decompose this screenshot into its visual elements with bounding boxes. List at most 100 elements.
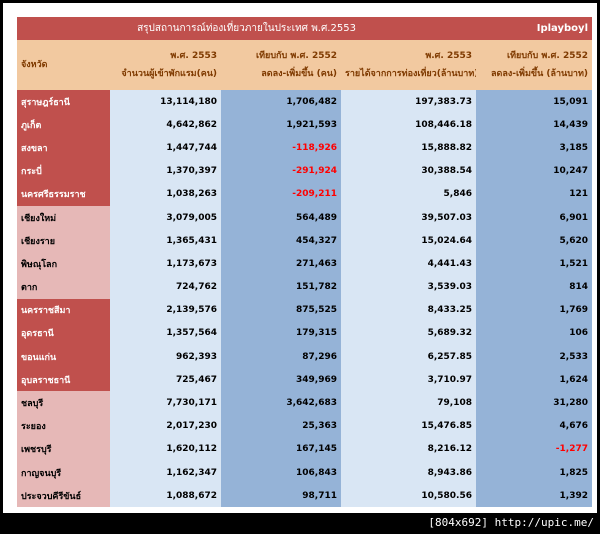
table-row: พิษณุโลก 1,173,673 271,463 4,441.43 1,521: [17, 252, 592, 276]
revenue-cell: 30,388.54: [341, 159, 476, 183]
table-row: เพชรบุรี 1,620,112 167,145 8,216.12 -1,277: [17, 437, 592, 461]
revenue-change-cell: 4,676: [476, 414, 592, 438]
visitors-change-cell: 349,969: [221, 368, 341, 392]
visitors-cell: 1,173,673: [110, 252, 221, 276]
visitors-change-cell: -291,924: [221, 159, 341, 183]
province-cell: ประจวบคีรีขันธ์: [17, 484, 110, 508]
revenue-change-cell: 1,769: [476, 298, 592, 322]
revenue-change-cell: 106: [476, 321, 592, 346]
province-cell: นครศรีธรรมราช: [17, 182, 110, 206]
header-row: จังหวัด พ.ศ. 2553 จำนวนผู้เข้าพักแรม(คน)…: [17, 40, 592, 90]
visitors-change-cell: 167,145: [221, 437, 341, 461]
revenue-change-cell: 14,439: [476, 113, 592, 137]
visitors-cell: 1,162,347: [110, 461, 221, 485]
table-row: ขอนแก่น 962,393 87,296 6,257.85 2,533: [17, 345, 592, 369]
table-row: เชียงใหม่ 3,079,005 564,489 39,507.03 6,901: [17, 205, 592, 230]
visitors-change-cell: 179,315: [221, 321, 341, 346]
visitors-cell: 2,017,230: [110, 414, 221, 438]
revenue-cell: 197,383.73: [341, 90, 476, 114]
visitors-change-cell: 271,463: [221, 252, 341, 276]
header-visitors-line2: จำนวนผู้เข้าพักแรม(คน): [121, 69, 217, 79]
visitors-cell: 1,365,431: [110, 229, 221, 253]
province-cell: ภูเก็ต: [17, 113, 110, 137]
footer-caption: [804x692] http://upic.me/: [428, 516, 594, 529]
table-row: สุราษฎร์ธานี 13,114,180 1,706,482 197,383.7…: [17, 90, 592, 114]
visitors-change-cell: 875,525: [221, 298, 341, 322]
revenue-change-cell: 814: [476, 275, 592, 299]
visitors-change-cell: -209,211: [221, 182, 341, 206]
revenue-cell: 4,441.43: [341, 252, 476, 276]
table-row: กระบี่ 1,370,397 -291,924 30,388.54 10,247: [17, 159, 592, 183]
header-revenue-line2: รายได้จากการท่องเที่ยว(ล้านบาท): [345, 69, 476, 79]
visitors-change-cell: 1,706,482: [221, 90, 341, 114]
revenue-cell: 15,024.64: [341, 229, 476, 253]
table-body: สุราษฎร์ธานี 13,114,180 1,706,482 197,383.7…: [17, 90, 592, 508]
visitors-cell: 725,467: [110, 368, 221, 392]
brand-label: Iplayboyl: [476, 17, 592, 40]
revenue-change-cell: 1,624: [476, 368, 592, 392]
header-visitors: พ.ศ. 2553 จำนวนผู้เข้าพักแรม(คน): [110, 40, 221, 90]
table-row: นครราชสีมา 2,139,576 875,525 8,433.25 1,769: [17, 298, 592, 322]
visitors-cell: 7,730,171: [110, 391, 221, 415]
revenue-change-cell: 1,521: [476, 252, 592, 276]
page-frame: สรุปสถานการณ์ท่องเที่ยวภายในประเทศ พ.ศ.2…: [3, 3, 597, 513]
table-row: นครศรีธรรมราช 1,038,263 -209,211 5,846 121: [17, 182, 592, 206]
table-row: อุบลราชธานี 725,467 349,969 3,710.97 1,624: [17, 368, 592, 392]
table-row: เชียงราย 1,365,431 454,327 15,024.64 5,620: [17, 229, 592, 253]
revenue-change-cell: -1,277: [476, 437, 592, 461]
visitors-cell: 1,038,263: [110, 182, 221, 206]
header-visitors-change-line2: ลดลง-เพิ่มขึ้น (คน): [261, 69, 337, 79]
table-row: ตาก 724,762 151,782 3,539.03 814: [17, 275, 592, 299]
province-cell: อุดรธานี: [17, 321, 110, 346]
header-province: จังหวัด: [17, 40, 110, 90]
visitors-cell: 962,393: [110, 345, 221, 369]
province-cell: ขอนแก่น: [17, 345, 110, 369]
table-row: ประจวบคีรีขันธ์ 1,088,672 98,711 10,580.56 1…: [17, 484, 592, 508]
revenue-change-cell: 15,091: [476, 90, 592, 114]
visitors-cell: 1,357,564: [110, 321, 221, 346]
revenue-cell: 5,689.32: [341, 321, 476, 346]
header-revenue-change-line2: ลดลง-เพิ่มขึ้น (ล้านบาท): [490, 69, 588, 79]
header-revenue-line1: พ.ศ. 2553: [425, 51, 472, 61]
header-visitors-change-line1: เทียบกับ พ.ศ. 2552: [256, 51, 337, 61]
revenue-cell: 5,846: [341, 182, 476, 206]
title-row: สรุปสถานการณ์ท่องเที่ยวภายในประเทศ พ.ศ.2…: [17, 17, 592, 40]
province-cell: นครราชสีมา: [17, 298, 110, 322]
revenue-change-cell: 121: [476, 182, 592, 206]
province-cell: ตาก: [17, 275, 110, 299]
table-row: สงขลา 1,447,744 -118,926 15,888.82 3,185: [17, 136, 592, 160]
revenue-cell: 10,580.56: [341, 484, 476, 508]
visitors-change-cell: 151,782: [221, 275, 341, 299]
visitors-cell: 1,447,744: [110, 136, 221, 160]
province-cell: ชลบุรี: [17, 391, 110, 415]
revenue-cell: 15,476.85: [341, 414, 476, 438]
visitors-cell: 4,642,862: [110, 113, 221, 137]
visitors-change-cell: 564,489: [221, 205, 341, 230]
province-cell: ระยอง: [17, 414, 110, 438]
table-row: ภูเก็ต 4,642,862 1,921,593 108,446.18 14,439: [17, 113, 592, 137]
province-cell: เพชรบุรี: [17, 437, 110, 461]
visitors-cell: 13,114,180: [110, 90, 221, 114]
province-cell: กระบี่: [17, 159, 110, 183]
table-row: ชลบุรี 7,730,171 3,642,683 79,108 31,280: [17, 391, 592, 415]
table-row: กาญจนบุรี 1,162,347 106,843 8,943.86 1,825: [17, 461, 592, 485]
header-visitors-change: เทียบกับ พ.ศ. 2552 ลดลง-เพิ่มขึ้น (คน): [221, 40, 341, 90]
revenue-change-cell: 31,280: [476, 391, 592, 415]
footer-bar: [804x692] http://upic.me/: [0, 513, 600, 534]
visitors-cell: 1,620,112: [110, 437, 221, 461]
revenue-change-cell: 1,392: [476, 484, 592, 508]
province-cell: กาญจนบุรี: [17, 461, 110, 485]
revenue-cell: 79,108: [341, 391, 476, 415]
visitors-change-cell: 87,296: [221, 345, 341, 369]
header-visitors-line1: พ.ศ. 2553: [170, 51, 217, 61]
revenue-cell: 8,433.25: [341, 298, 476, 322]
visitors-cell: 724,762: [110, 275, 221, 299]
revenue-change-cell: 10,247: [476, 159, 592, 183]
visitors-cell: 3,079,005: [110, 205, 221, 230]
revenue-cell: 8,943.86: [341, 461, 476, 485]
header-revenue-change: เทียบกับ พ.ศ. 2552 ลดลง-เพิ่มขึ้น (ล้านบ…: [476, 40, 592, 90]
revenue-change-cell: 5,620: [476, 229, 592, 253]
header-revenue: พ.ศ. 2553 รายได้จากการท่องเที่ยว(ล้านบาท…: [341, 40, 476, 90]
table-row: ระยอง 2,017,230 25,363 15,476.85 4,676: [17, 414, 592, 438]
revenue-change-cell: 6,901: [476, 205, 592, 230]
